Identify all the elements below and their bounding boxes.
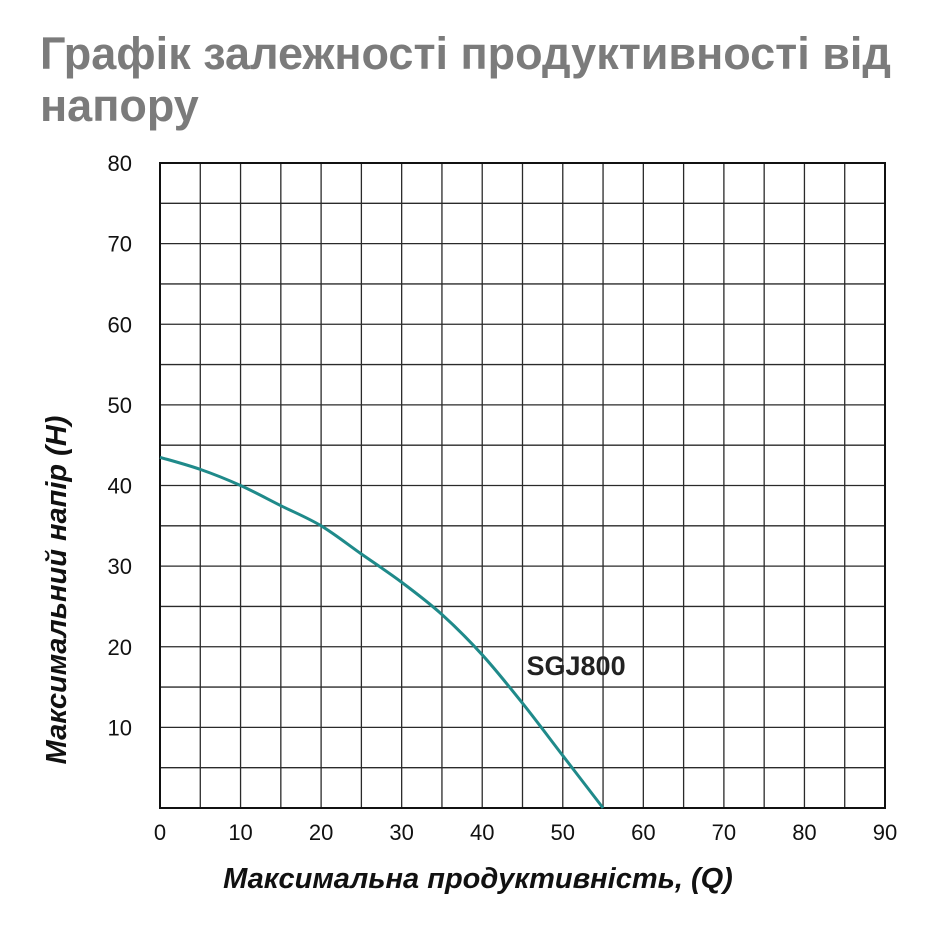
plot-frame bbox=[159, 162, 886, 809]
x-tick-label: 30 bbox=[389, 820, 413, 845]
x-tick-labels: 0 10 20 30 40 50 60 70 80 90 bbox=[154, 820, 897, 845]
x-tick-label: 40 bbox=[470, 820, 494, 845]
x-tick-label: 60 bbox=[631, 820, 655, 845]
y-tick-label: 60 bbox=[108, 312, 132, 337]
grid bbox=[159, 162, 886, 809]
x-tick-label: 0 bbox=[154, 820, 166, 845]
x-tick-label: 20 bbox=[309, 820, 333, 845]
x-tick-label: 50 bbox=[551, 820, 575, 845]
chart-title: Графік залежності продуктивності від нап… bbox=[40, 28, 891, 131]
y-tick-label: 50 bbox=[108, 393, 132, 418]
y-axis-label: Максимальний напір (H) bbox=[41, 416, 73, 765]
series-label-sgj800: SGJ800 bbox=[527, 651, 626, 681]
x-axis-label: Максимальна продуктивність, (Q) bbox=[223, 863, 733, 895]
series-lines: SGJ800 bbox=[159, 455, 626, 809]
series-line-sgj800 bbox=[159, 455, 605, 809]
x-tick-label: 10 bbox=[228, 820, 252, 845]
y-tick-label: 10 bbox=[108, 715, 132, 740]
y-tick-label: 20 bbox=[108, 635, 132, 660]
x-tick-label: 70 bbox=[712, 820, 736, 845]
plot-border bbox=[159, 162, 886, 809]
y-tick-label: 70 bbox=[108, 232, 132, 257]
x-tick-label: 90 bbox=[873, 820, 897, 845]
y-tick-label: 80 bbox=[108, 151, 132, 176]
y-tick-labels: 10 20 30 40 50 60 70 80 bbox=[108, 151, 132, 740]
x-tick-label: 80 bbox=[792, 820, 816, 845]
y-tick-label: 40 bbox=[108, 474, 132, 499]
y-tick-label: 30 bbox=[108, 554, 132, 579]
